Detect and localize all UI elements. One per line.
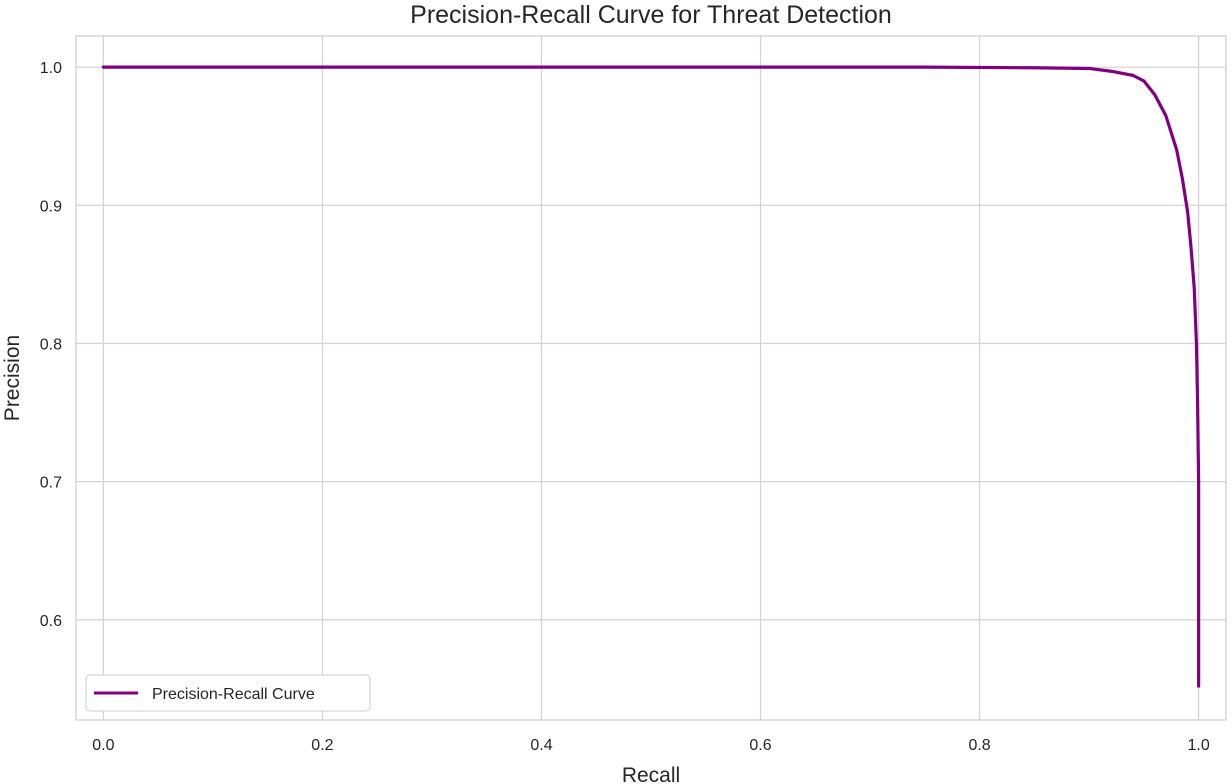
x-tick-label: 0.6 bbox=[749, 737, 771, 754]
y-tick-label: 0.8 bbox=[40, 336, 62, 353]
plot-frame bbox=[75, 35, 1227, 721]
chart-title: Precision-Recall Curve for Threat Detect… bbox=[410, 1, 892, 29]
x-tick-label: 0.0 bbox=[92, 737, 114, 754]
y-tick-label: 0.9 bbox=[40, 198, 62, 215]
x-tick-label: 0.4 bbox=[530, 737, 552, 754]
plot-area bbox=[76, 36, 1226, 720]
tick-labels: 0.0 0.2 0.4 0.6 0.8 1.0 0.6 0.7 0.8 0.9 1.0 bbox=[40, 60, 1210, 754]
y-tick-label: 0.6 bbox=[40, 613, 62, 630]
y-axis-title: Precision bbox=[1, 335, 24, 421]
series-layer bbox=[101, 65, 1201, 688]
x-tick-label: 0.8 bbox=[968, 737, 990, 754]
legend-label: Precision-Recall Curve bbox=[152, 686, 315, 703]
x-tick-label: 1.0 bbox=[1187, 737, 1209, 754]
legend-box bbox=[85, 674, 371, 712]
x-axis-title: Recall bbox=[622, 764, 680, 784]
y-tick-label: 1.0 bbox=[40, 60, 62, 77]
series-line-precision-recall bbox=[101, 65, 1201, 688]
y-tick-label: 0.7 bbox=[40, 475, 62, 492]
x-tick-label: 0.2 bbox=[311, 737, 333, 754]
legend: Precision-Recall Curve bbox=[85, 674, 371, 712]
